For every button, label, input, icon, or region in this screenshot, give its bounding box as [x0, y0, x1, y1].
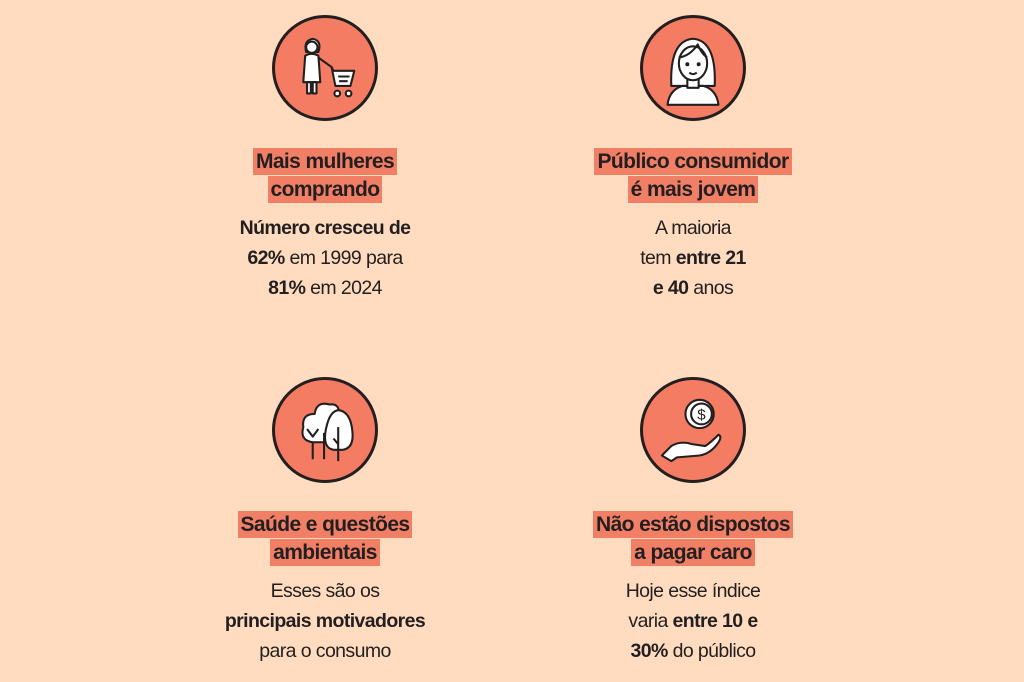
text: a pagar caro [631, 539, 755, 566]
text: em 2024 [305, 277, 382, 299]
hand-coin-icon: $ [640, 377, 746, 483]
card-body: Hoje esse índice varia entre 10 e 30% do… [513, 576, 873, 666]
woman-shopping-cart-icon [272, 15, 378, 121]
trees-icon [272, 377, 378, 483]
highlighted-text: entre 21 [675, 247, 747, 269]
highlighted-text: principais motivadores [224, 610, 426, 632]
text: para o consumo [259, 640, 391, 662]
highlighted-text: 62% [247, 247, 285, 269]
text: tem [640, 247, 676, 269]
text: Público consumidor [594, 148, 792, 175]
text: Hoje esse índice [625, 580, 761, 602]
text: em 1999 para [284, 247, 403, 269]
card-title: Saúde e questões ambientais [145, 511, 505, 567]
card-body: A maioria tem entre 21 e 40 anos [513, 213, 873, 303]
svg-text:$: $ [697, 407, 706, 424]
text: é mais jovem [627, 176, 759, 203]
text: anos [688, 277, 734, 299]
text: Mais mulheres [252, 148, 398, 175]
highlighted-text: entre 10 e [672, 610, 759, 632]
card-title: Não estão dispostos a pagar caro [513, 511, 873, 567]
card-body: Esses são os principais motivadores para… [145, 576, 505, 666]
text: A maioria [655, 217, 731, 239]
card-title: Mais mulheres comprando [145, 148, 505, 204]
text: Saúde e questões [237, 511, 413, 538]
card-title: Público consumidor é mais jovem [513, 148, 873, 204]
text: comprando [267, 176, 383, 203]
text: Não estão dispostos [593, 511, 793, 538]
young-woman-icon [640, 15, 746, 121]
text: do público [667, 640, 757, 662]
highlighted-text: 81% [268, 277, 306, 299]
highlighted-text: e 40 [652, 277, 689, 299]
text: Esses são os [270, 580, 380, 602]
card-body: Número cresceu de 62% em 1999 para 81% e… [145, 213, 505, 303]
text: varia [628, 610, 673, 632]
highlighted-text: 30% [630, 640, 669, 662]
highlighted-text: Número cresceu de [239, 217, 411, 239]
text: ambientais [270, 539, 380, 566]
